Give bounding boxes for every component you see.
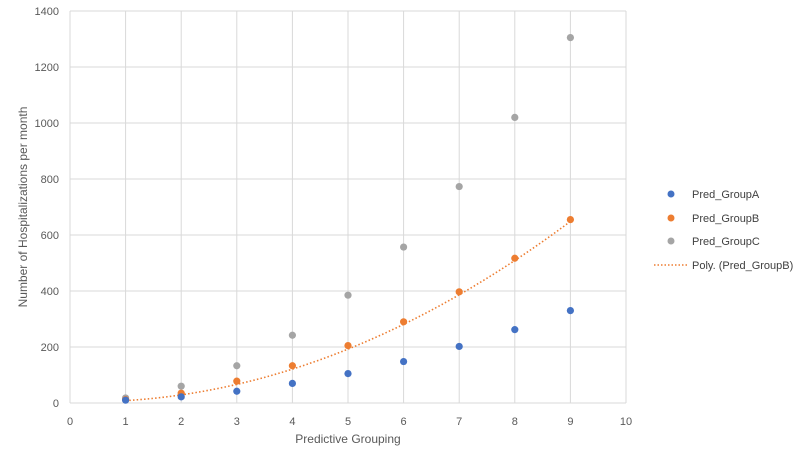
x-tick-label: 9 (567, 416, 573, 428)
legend-label-group-c: Pred_GroupC (692, 236, 760, 248)
point-pred-groupb (511, 254, 519, 262)
point-pred-groupa (566, 307, 575, 315)
x-tick-label: 3 (234, 416, 240, 428)
point-pred-groupb (566, 216, 575, 224)
legend-label-trendline: Poly. (Pred_GroupB) (692, 260, 793, 272)
data-points (122, 34, 575, 404)
y-tick-label: 1400 (35, 6, 59, 18)
point-pred-groupa (455, 342, 463, 351)
y-tick-label: 400 (41, 286, 59, 298)
point-pred-groupb (233, 377, 241, 385)
x-tick-label: 0 (67, 416, 73, 428)
point-pred-groupa (177, 393, 185, 401)
point-pred-groupc (455, 182, 463, 191)
y-tick-label: 200 (41, 342, 59, 354)
point-pred-groupc (288, 331, 296, 339)
point-pred-groupb (344, 342, 352, 350)
x-tick-label: 6 (401, 416, 407, 428)
legend-marker-group-b (667, 214, 675, 222)
x-tick-label: 1 (123, 416, 129, 428)
legend-marker-group-a (667, 190, 675, 198)
x-tick-label: 2 (178, 416, 184, 428)
y-tick-label: 800 (41, 174, 59, 186)
point-pred-groupa (288, 379, 296, 387)
trendline-layer (125, 220, 571, 402)
legend-marker-group-c (667, 237, 675, 245)
x-tick-label: 4 (289, 416, 295, 428)
point-pred-groupc (344, 291, 352, 299)
point-pred-groupb (455, 288, 463, 296)
point-pred-groupb (400, 318, 408, 326)
y-tick-label: 600 (41, 230, 59, 242)
point-pred-groupb (288, 362, 296, 370)
point-pred-groupa (233, 387, 241, 395)
x-tick-label: 8 (512, 416, 518, 428)
y-axis-title: Number of Hospitalizations per month (16, 107, 30, 308)
tick-labels: 0 1 2 3 4 5 6 7 8 9 10 0 200 400 600 800 1000 1200 1400 (35, 6, 633, 428)
point-pred-groupa (122, 396, 130, 404)
x-tick-label: 10 (620, 416, 632, 428)
y-tick-label: 0 (53, 398, 59, 410)
legend: Pred_GroupA Pred_GroupB Pred_GroupC Poly… (654, 189, 793, 272)
x-tick-label: 7 (456, 416, 462, 428)
point-pred-groupa (344, 370, 352, 378)
point-pred-groupa (400, 357, 408, 366)
point-pred-groupc (566, 34, 575, 42)
point-pred-groupc (177, 382, 185, 390)
point-pred-groupc (511, 113, 519, 121)
point-pred-groupc (233, 362, 241, 370)
point-pred-groupc (400, 243, 408, 251)
legend-label-group-b: Pred_GroupB (692, 213, 759, 225)
y-tick-label: 1200 (35, 62, 59, 74)
x-tick-label: 5 (345, 416, 351, 428)
x-axis-title: Predictive Grouping (295, 432, 400, 446)
legend-label-group-a: Pred_GroupA (692, 189, 760, 201)
y-tick-label: 1000 (35, 118, 59, 130)
point-pred-groupa (511, 326, 519, 334)
trendline-group-b (125, 220, 571, 402)
